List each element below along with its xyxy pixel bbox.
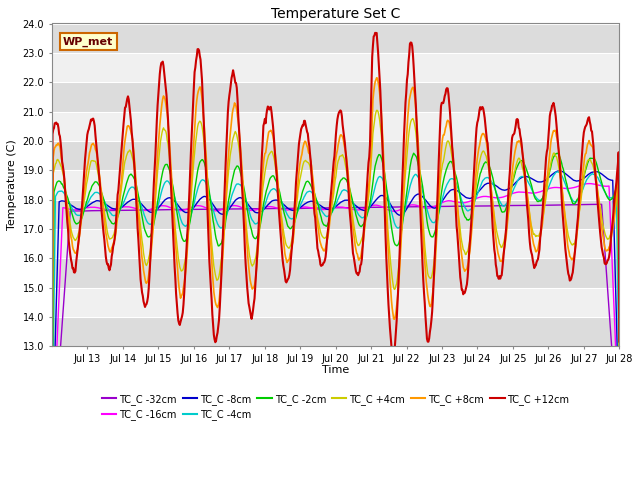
TC_C -4cm	[394, 225, 402, 231]
TC_C -8cm	[394, 212, 402, 217]
TC_C +4cm	[427, 276, 435, 281]
TC_C +8cm	[268, 131, 276, 136]
TC_C +4cm	[219, 244, 227, 250]
TC_C -4cm	[426, 216, 434, 222]
Line: TC_C -4cm: TC_C -4cm	[52, 172, 620, 463]
TC_C -8cm	[48, 462, 56, 468]
Bar	[52, 229, 620, 258]
TC_C -32cm	[616, 453, 623, 458]
Bar	[52, 111, 620, 141]
TC_C +4cm	[115, 208, 122, 214]
TC_C -8cm	[219, 211, 227, 217]
TC_C -4cm	[268, 186, 276, 192]
Bar	[52, 24, 620, 53]
TC_C +12cm	[219, 239, 227, 244]
TC_C +4cm	[48, 394, 56, 400]
Line: TC_C +4cm: TC_C +4cm	[52, 110, 620, 401]
TC_C -4cm	[247, 214, 255, 220]
TC_C -32cm	[247, 206, 255, 212]
X-axis label: Time: Time	[322, 365, 349, 375]
TC_C +12cm	[396, 251, 403, 257]
TC_C -8cm	[115, 206, 122, 212]
Bar	[52, 317, 620, 346]
TC_C -32cm	[426, 204, 434, 209]
TC_C -16cm	[247, 207, 255, 213]
Bar	[52, 53, 620, 82]
TC_C -4cm	[554, 169, 561, 175]
TC_C -16cm	[426, 205, 434, 211]
TC_C -32cm	[115, 207, 122, 213]
TC_C -2cm	[427, 233, 435, 239]
TC_C -16cm	[394, 208, 402, 214]
TC_C -8cm	[616, 424, 623, 430]
TC_C -2cm	[410, 150, 417, 156]
TC_C -2cm	[247, 225, 255, 230]
Bar	[52, 141, 620, 170]
Bar	[52, 258, 620, 288]
Line: TC_C -16cm: TC_C -16cm	[52, 183, 620, 467]
TC_C +8cm	[115, 206, 122, 212]
TC_C +8cm	[219, 255, 227, 261]
TC_C +8cm	[427, 304, 435, 310]
Y-axis label: Temperature (C): Temperature (C)	[7, 140, 17, 230]
TC_C +4cm	[268, 149, 276, 155]
TC_C -2cm	[219, 236, 227, 241]
Line: TC_C +12cm: TC_C +12cm	[52, 33, 620, 355]
TC_C -2cm	[48, 459, 56, 465]
TC_C -2cm	[268, 173, 276, 179]
TC_C -16cm	[585, 180, 593, 186]
TC_C +8cm	[48, 444, 56, 450]
TC_C -16cm	[268, 204, 276, 210]
Line: TC_C -8cm: TC_C -8cm	[52, 171, 620, 465]
TC_C -4cm	[115, 210, 122, 216]
TC_C +4cm	[372, 108, 380, 113]
TC_C +4cm	[395, 263, 403, 268]
TC_C +12cm	[389, 352, 397, 358]
Legend: TC_C -32cm, TC_C -16cm, TC_C -8cm, TC_C -4cm, TC_C -2cm, TC_C +4cm, TC_C +8cm, T: TC_C -32cm, TC_C -16cm, TC_C -8cm, TC_C …	[98, 390, 573, 424]
TC_C -32cm	[394, 204, 402, 210]
TC_C -32cm	[268, 205, 276, 211]
TC_C +12cm	[48, 331, 56, 337]
Title: Temperature Set C: Temperature Set C	[271, 7, 400, 21]
Bar	[52, 170, 620, 200]
TC_C -32cm	[48, 467, 56, 472]
TC_C +4cm	[616, 398, 623, 404]
TC_C -8cm	[426, 203, 434, 208]
TC_C +12cm	[371, 30, 379, 36]
TC_C -2cm	[394, 242, 402, 248]
TC_C -2cm	[616, 360, 623, 365]
TC_C +8cm	[616, 307, 623, 312]
TC_C -16cm	[616, 435, 623, 441]
Bar	[52, 200, 620, 229]
TC_C -16cm	[48, 464, 56, 469]
TC_C -16cm	[219, 206, 227, 212]
TC_C +12cm	[616, 339, 623, 345]
TC_C +4cm	[247, 260, 255, 265]
TC_C -8cm	[268, 198, 276, 204]
TC_C +12cm	[428, 317, 435, 323]
TC_C -4cm	[219, 224, 227, 230]
TC_C +12cm	[268, 117, 276, 122]
TC_C -2cm	[115, 212, 122, 218]
TC_C -8cm	[247, 205, 255, 211]
Bar	[52, 288, 620, 317]
Bar	[52, 82, 620, 111]
TC_C +8cm	[247, 280, 255, 286]
TC_C -4cm	[48, 460, 56, 466]
Line: TC_C -32cm: TC_C -32cm	[52, 204, 620, 469]
Line: TC_C +8cm: TC_C +8cm	[52, 78, 620, 447]
Line: TC_C -2cm: TC_C -2cm	[52, 153, 620, 462]
TC_C +8cm	[372, 75, 380, 81]
TC_C +8cm	[395, 279, 403, 285]
TC_C -4cm	[616, 403, 623, 408]
Text: WP_met: WP_met	[63, 36, 113, 47]
TC_C +12cm	[247, 312, 255, 318]
TC_C -32cm	[219, 206, 227, 212]
TC_C +12cm	[115, 187, 122, 193]
TC_C -32cm	[598, 202, 605, 207]
TC_C -16cm	[115, 205, 122, 211]
TC_C -8cm	[556, 168, 564, 174]
